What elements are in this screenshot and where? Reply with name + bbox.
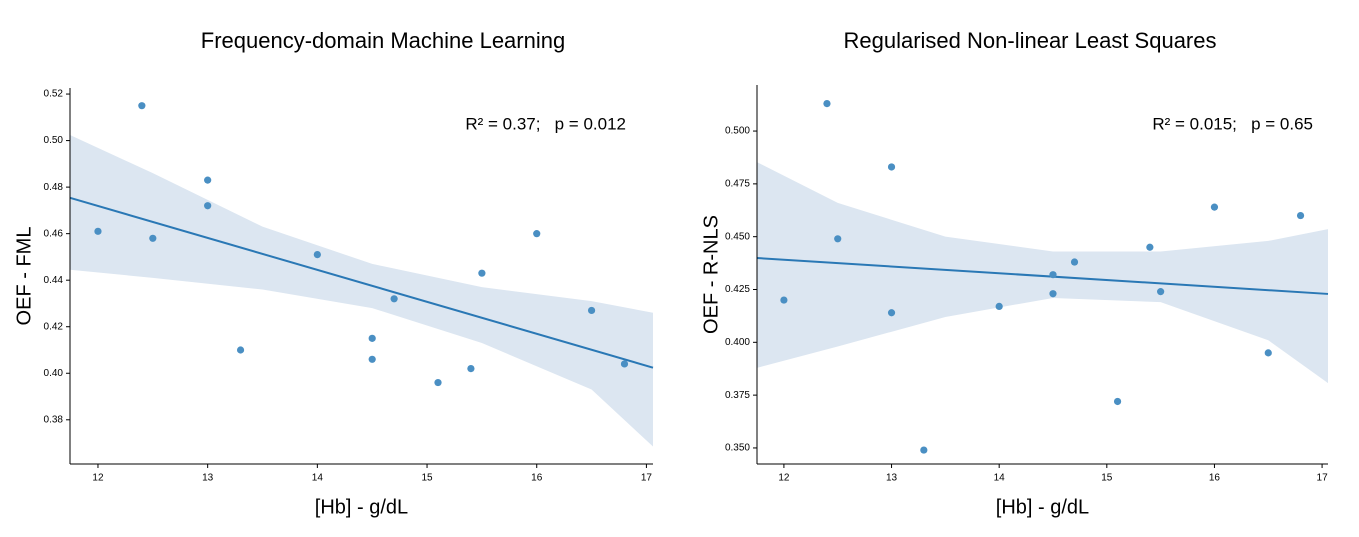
point: [834, 235, 842, 243]
point: [920, 446, 928, 454]
point: [620, 360, 629, 368]
y-tick-label: 0.46: [44, 228, 64, 239]
y-tick-label: 0.52: [44, 89, 64, 100]
point: [1146, 243, 1154, 251]
chart-title: Regularised Non-linear Least Squares: [844, 28, 1217, 53]
x-tick-label: 12: [92, 473, 104, 484]
x-tick-label: 16: [1209, 473, 1221, 484]
x-tick-label: 14: [994, 473, 1006, 484]
point: [236, 346, 245, 354]
point: [390, 295, 398, 303]
x-tick-label: 15: [421, 473, 433, 484]
point: [368, 334, 376, 342]
y-tick-label: 0.44: [44, 275, 64, 286]
point: [587, 306, 596, 315]
y-tick-label: 0.425: [725, 284, 750, 295]
point: [204, 176, 212, 184]
y-tick-label: 0.50: [44, 135, 64, 146]
point: [823, 99, 831, 108]
chart-title: Frequency-domain Machine Learning: [201, 28, 565, 53]
point: [1157, 288, 1165, 296]
point: [149, 234, 157, 242]
annotation: R² = 0.015; p = 0.65: [1152, 114, 1313, 133]
x-tick-label: 16: [531, 473, 543, 484]
point: [1296, 211, 1305, 220]
y-axis-label: OEF - FML: [13, 227, 35, 326]
annotation: R² = 0.37; p = 0.012: [465, 114, 626, 133]
y-tick-label: 0.500: [725, 126, 750, 137]
y-tick-label: 0.350: [725, 443, 750, 454]
y-axis-label: OEF - R-NLS: [700, 215, 722, 334]
y-tick-label: 0.40: [44, 368, 64, 379]
y-tick-label: 0.475: [725, 179, 750, 190]
x-tick-label: 15: [1101, 473, 1113, 484]
point: [138, 102, 146, 110]
point: [1049, 271, 1057, 279]
point: [434, 378, 442, 387]
y-tick-label: 0.450: [725, 231, 750, 242]
x-tick-label: 12: [778, 473, 790, 484]
point: [478, 269, 486, 277]
point: [1049, 290, 1057, 298]
x-axis-label: [Hb] - g/dL: [315, 496, 408, 518]
x-tick-label: 13: [202, 473, 214, 484]
point: [204, 202, 212, 210]
point: [1070, 258, 1079, 266]
point: [780, 296, 788, 304]
x-tick-label: 17: [1317, 473, 1329, 484]
x-tick-label: 13: [886, 473, 898, 484]
confidence-band: [70, 135, 653, 447]
x-tick-label: 17: [641, 473, 653, 484]
y-tick-label: 0.38: [44, 414, 64, 425]
confidence-band: [757, 162, 1328, 384]
y-tick-label: 0.48: [44, 182, 64, 193]
x-axis-label: [Hb] - g/dL: [996, 496, 1089, 518]
point: [887, 163, 896, 171]
point: [94, 227, 102, 235]
point: [533, 230, 541, 238]
y-tick-label: 0.42: [44, 321, 64, 332]
y-tick-label: 0.375: [725, 390, 750, 401]
point: [887, 309, 896, 317]
point: [313, 250, 321, 259]
point: [1264, 349, 1272, 357]
point: [467, 365, 475, 373]
regression-line: [69, 196, 654, 369]
y-tick-label: 0.400: [725, 337, 750, 348]
regression-line: [756, 257, 1329, 295]
point: [1210, 203, 1219, 211]
x-tick-label: 14: [312, 473, 324, 484]
point: [1113, 397, 1122, 406]
point: [368, 355, 376, 363]
point: [995, 302, 1003, 311]
